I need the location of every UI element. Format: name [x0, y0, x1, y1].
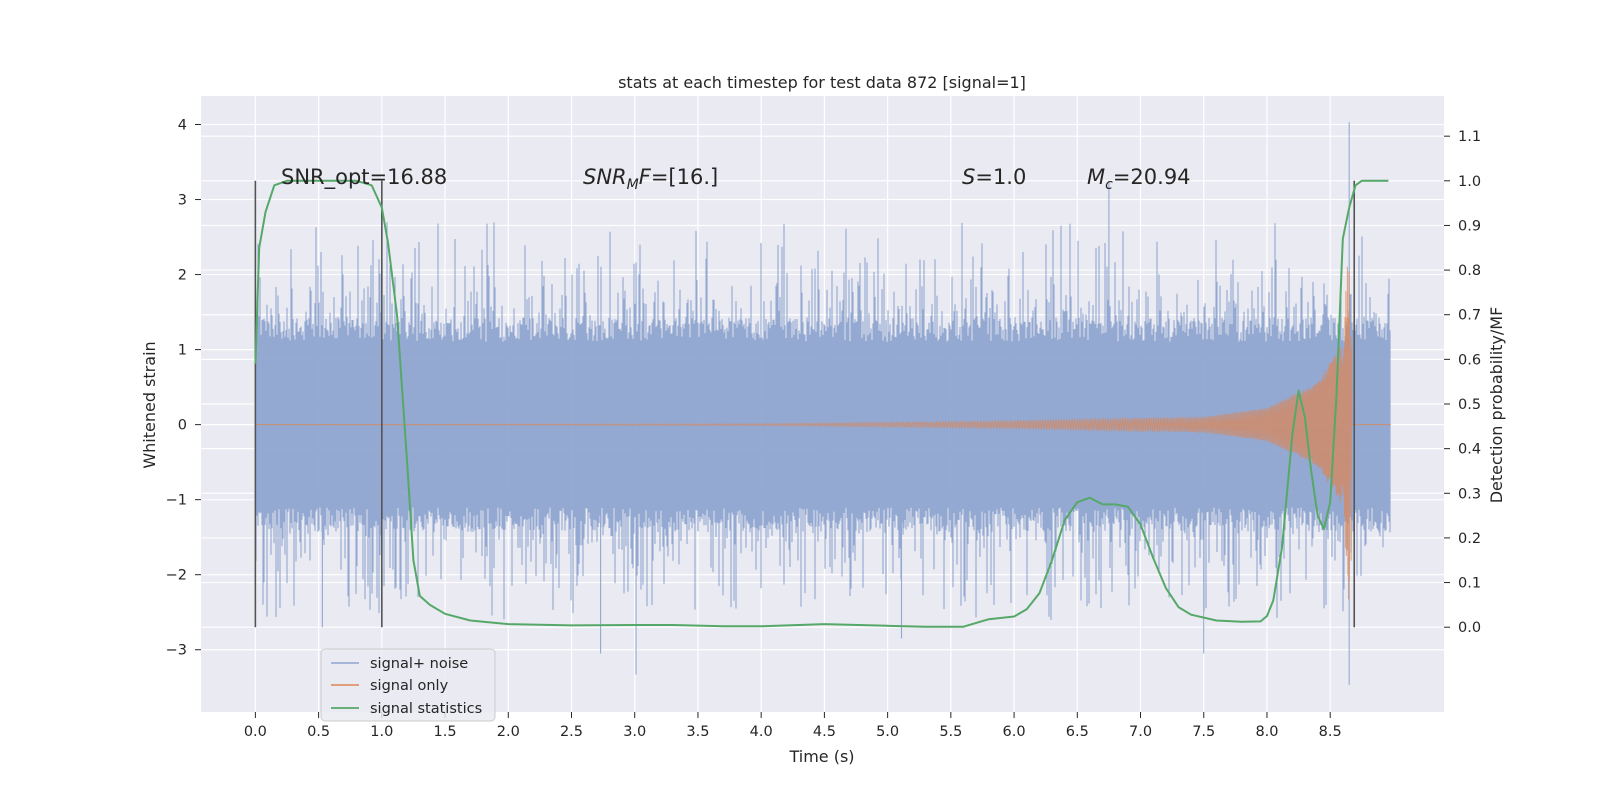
x-tick-label: 5.5: [939, 724, 962, 740]
annotation-mc: Mc=20.94: [1087, 165, 1191, 193]
x-tick-label: 0.5: [307, 724, 330, 740]
x-axis-label: Time (s): [788, 747, 854, 766]
y-right-tick-label: 0.8: [1458, 263, 1481, 279]
y-right-tick-label: 1.1: [1458, 129, 1481, 145]
y-right-tick-label: 0.4: [1458, 442, 1481, 458]
annotation-s: S=1.0: [962, 165, 1026, 189]
signal-statistics-line: [254, 179, 1389, 628]
y-left-tick-label: −2: [166, 568, 187, 584]
y-right-tick-label: 0.2: [1458, 531, 1481, 547]
signal-only-trace: [255, 266, 1391, 600]
y-left-axis-ticks: 4 3 2 1 0 −1 −2 −3: [166, 118, 201, 659]
annotation-snr-opt: SNR_opt=16.88: [281, 165, 447, 190]
y-right-tick-label: 0.7: [1458, 308, 1481, 324]
y-left-tick-label: 0: [178, 418, 187, 434]
y-right-axis-label: Detection probability/MF: [1487, 307, 1506, 504]
y-left-tick-label: 1: [178, 343, 187, 359]
legend-label-signal-only: signal only: [370, 678, 449, 694]
y-right-tick-label: 1.0: [1458, 174, 1481, 190]
series-signal-statistics: [254, 179, 1389, 628]
x-tick-label: 6.0: [1003, 724, 1026, 740]
legend-label-signal-noise: signal+ noise: [370, 656, 468, 672]
y-right-tick-label: 0.1: [1458, 576, 1481, 592]
x-tick-label: 0.0: [244, 724, 267, 740]
y-left-tick-label: −1: [166, 493, 187, 509]
y-right-tick-label: 0.9: [1458, 218, 1481, 234]
x-tick-label: 4.5: [813, 724, 836, 740]
y-right-tick-label: 0.0: [1458, 620, 1481, 636]
annotation-snr-mf: SNRMF=[16.]: [583, 165, 718, 193]
chart-title: stats at each timestep for test data 872…: [618, 73, 1026, 92]
x-tick-label: 3.0: [623, 724, 646, 740]
x-tick-label: 2.5: [560, 724, 583, 740]
x-tick-label: 3.5: [686, 724, 709, 740]
y-right-tick-label: 0.5: [1458, 397, 1481, 413]
y-right-axis-ticks: 1.1 1.0 0.9 0.8 0.7 0.6 0.5 0.4 0.3 0.2 0.1 0.0: [1444, 129, 1481, 636]
y-left-tick-label: −3: [166, 643, 187, 659]
legend-box: [320, 648, 496, 722]
y-left-tick-label: 2: [178, 268, 187, 284]
series-signal-only: [255, 266, 1391, 600]
x-tick-label: 7.5: [1192, 724, 1215, 740]
y-right-tick-label: 0.6: [1458, 352, 1481, 368]
legend-label-signal-statistics: signal statistics: [370, 701, 482, 717]
x-tick-label: 4.0: [750, 724, 773, 740]
x-tick-label: 1.0: [370, 724, 393, 740]
x-tick-label: 7.0: [1129, 724, 1152, 740]
x-tick-label: 6.5: [1066, 724, 1089, 740]
y-left-tick-label: 3: [178, 193, 187, 209]
y-right-tick-label: 0.3: [1458, 486, 1481, 502]
x-tick-label: 2.0: [497, 724, 520, 740]
x-tick-label: 5.0: [876, 724, 899, 740]
vertical-markers: [254, 180, 1356, 628]
x-axis-ticks: 0.0 0.5 1.0 1.5 2.0 2.5 3.0 3.5 4.0 4.5 5.0 5.5 6.0 6…: [244, 712, 1342, 740]
y-left-axis-label: Whitened strain: [140, 341, 159, 468]
x-tick-label: 8.0: [1255, 724, 1278, 740]
legend: signal+ noise signal only signal statist…: [320, 648, 496, 722]
x-tick-label: 1.5: [434, 724, 457, 740]
x-tick-label: 8.5: [1319, 724, 1342, 740]
y-left-tick-label: 4: [178, 118, 187, 134]
